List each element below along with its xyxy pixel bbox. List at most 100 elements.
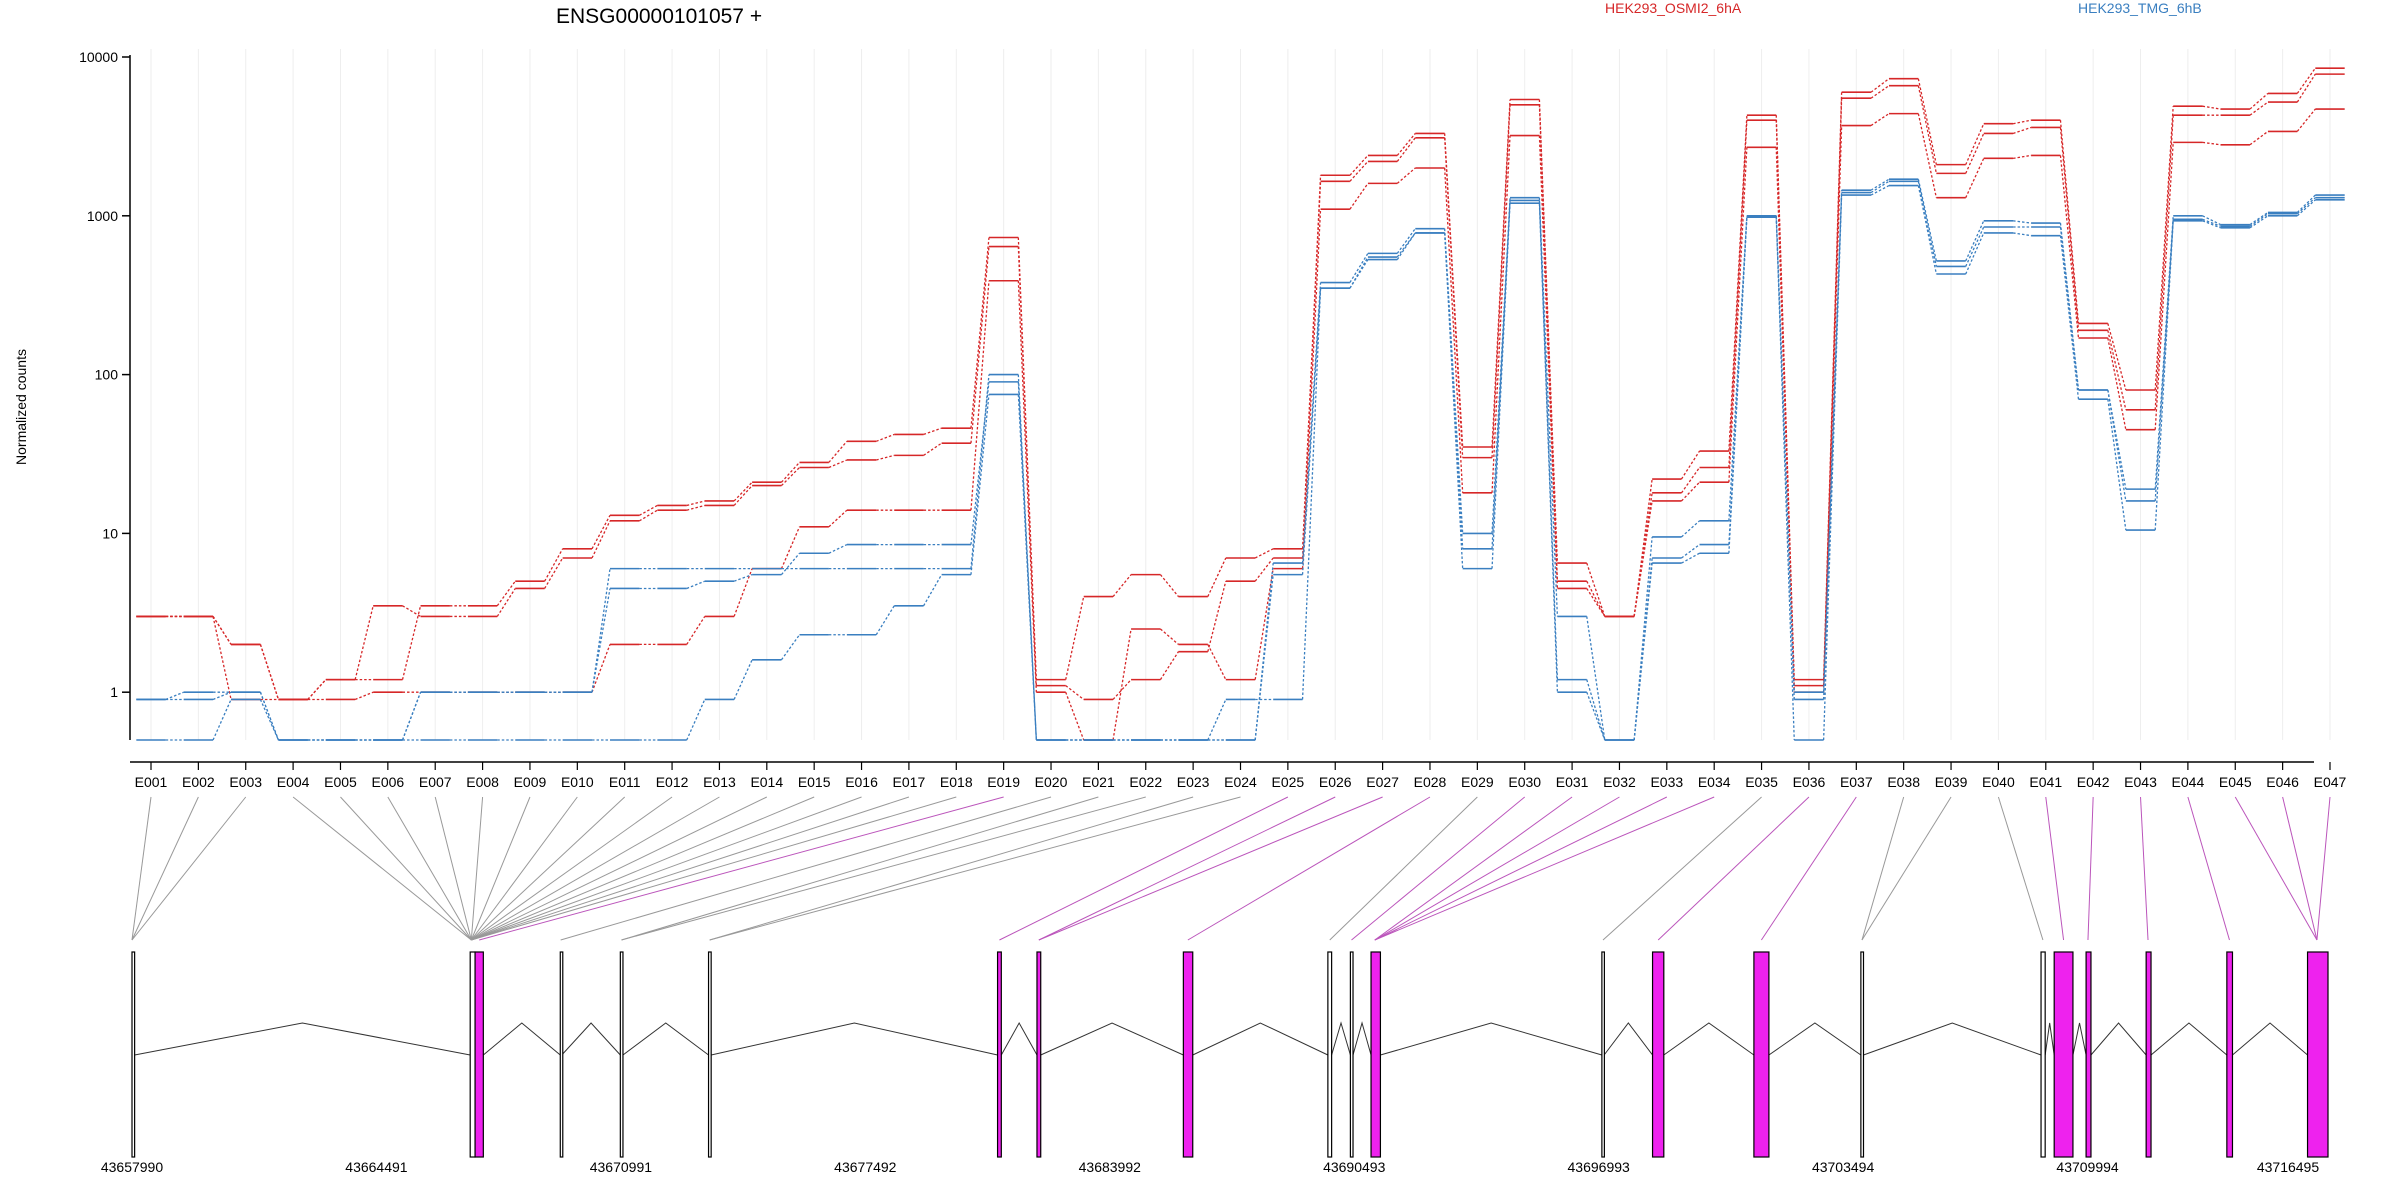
feature-connector <box>470 796 578 941</box>
feature-connector <box>2316 796 2331 941</box>
x-tick-label: E031 <box>1556 774 1589 790</box>
series-step <box>828 544 848 554</box>
x-tick-label: E014 <box>750 774 783 790</box>
exon <box>1860 951 1865 1158</box>
series-step <box>1444 167 1464 493</box>
feature-connector <box>1351 796 1526 941</box>
series-step <box>1538 200 1559 680</box>
feature-connector <box>2045 796 2065 941</box>
feature-connector <box>292 796 472 941</box>
series-step <box>876 454 895 461</box>
series-step <box>1917 85 1937 174</box>
y-tick-label: 1000 <box>87 208 118 224</box>
series-step <box>1491 99 1511 448</box>
x-tick-label: E029 <box>1461 774 1494 790</box>
x-tick-label: E004 <box>277 774 310 790</box>
series-step <box>1728 215 1748 521</box>
x-tick-label: E008 <box>466 774 499 790</box>
feature-connector <box>2140 796 2149 941</box>
series-step <box>1396 133 1416 156</box>
series-step <box>1538 203 1559 693</box>
series-step <box>1112 574 1132 598</box>
intron-connector <box>622 1022 709 1056</box>
series-step <box>970 381 990 545</box>
x-tick-label: E005 <box>324 774 357 790</box>
series-5 <box>136 180 2345 741</box>
series-step <box>1349 183 1369 210</box>
series-step <box>1586 588 1606 617</box>
series-step <box>1965 226 1985 267</box>
intron-connector <box>2090 1022 2147 1056</box>
x-tick-label: E037 <box>1840 774 1873 790</box>
x-tick-label: E016 <box>845 774 878 790</box>
exon-highlighted <box>1370 951 1382 1158</box>
series-step <box>970 280 990 511</box>
series-step <box>733 568 753 617</box>
intron-connector <box>1863 1022 2042 1056</box>
series-step <box>1349 154 1369 176</box>
coord-label: 43696993 <box>1568 1159 1631 1175</box>
exon <box>1601 951 1605 1158</box>
series-step <box>1775 217 1795 741</box>
feature-connector <box>1374 796 1715 941</box>
feature-connector <box>2282 796 2318 941</box>
series-step <box>2202 220 2221 229</box>
coord-label: 43677492 <box>834 1159 897 1175</box>
series-step <box>1254 557 1274 582</box>
intron-connector <box>711 1022 998 1056</box>
series-step <box>401 691 422 741</box>
intron-connector <box>1380 1022 1603 1056</box>
series-step <box>1349 253 1369 283</box>
series-step <box>1870 178 1890 191</box>
series-step <box>1917 185 1937 275</box>
series-step <box>733 485 753 506</box>
series-step <box>1301 288 1322 700</box>
feature-connector <box>471 796 673 941</box>
series-step <box>1254 548 1274 559</box>
series-step <box>2296 67 2316 94</box>
intron-connector <box>1331 1021 1351 1056</box>
intron-connector <box>1603 1022 1653 1056</box>
x-tick-label: E030 <box>1508 774 1541 790</box>
feature-connector <box>1187 796 1431 941</box>
series-step <box>165 691 184 701</box>
series-step <box>2249 101 2269 116</box>
intron-connector <box>1040 1022 1184 1056</box>
x-tick-label: E033 <box>1650 774 1683 790</box>
series-step <box>1775 215 1795 693</box>
series-step <box>686 616 706 645</box>
x-tick-label: E023 <box>1177 774 1210 790</box>
x-tick-label: E013 <box>703 774 736 790</box>
exon <box>619 951 624 1158</box>
series-step <box>591 514 611 550</box>
series-step <box>2296 73 2316 103</box>
feature-connector <box>709 796 1241 941</box>
series-step <box>307 679 327 700</box>
series-step <box>1870 85 1890 99</box>
series-step <box>1396 137 1416 162</box>
series-step <box>212 699 232 741</box>
feature-connector <box>621 796 1146 941</box>
series-step <box>2249 130 2269 146</box>
series-step <box>1917 179 1937 262</box>
feature-connector <box>470 796 626 941</box>
feature-connector <box>479 796 1004 941</box>
series-step <box>970 394 990 575</box>
series-step <box>1491 104 1511 458</box>
feature-connector <box>1861 796 1905 941</box>
feature-connector <box>471 796 768 941</box>
series-step <box>970 237 990 429</box>
series-step <box>1301 288 1322 575</box>
series-step <box>1680 450 1701 480</box>
x-tick-label: E035 <box>1745 774 1778 790</box>
x-tick-label: E024 <box>1224 774 1257 790</box>
series-step <box>2059 235 2080 400</box>
feature-connector <box>1657 796 1810 941</box>
legend-item-tmg: HEK293_TMG_6hB <box>2078 0 2202 16</box>
exon-highlighted <box>2306 951 2329 1158</box>
intron-connector <box>2232 1022 2308 1056</box>
series-step <box>2059 155 2080 339</box>
x-tick-label: E044 <box>2172 774 2205 790</box>
feature-connector <box>340 796 472 941</box>
series-step <box>2013 220 2032 224</box>
